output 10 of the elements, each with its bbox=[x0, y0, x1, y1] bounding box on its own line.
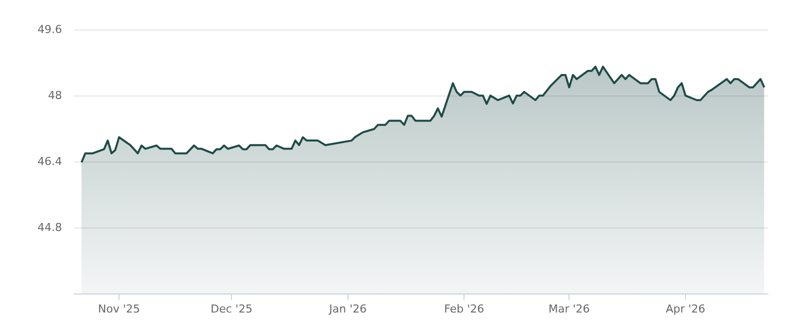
y-tick-label: 49.6 bbox=[38, 22, 62, 36]
x-tick-label: Apr '26 bbox=[666, 302, 706, 316]
x-tick-label: Nov '25 bbox=[98, 302, 140, 316]
y-tick-label: 44.8 bbox=[38, 220, 62, 234]
x-tick-label: Jan '26 bbox=[328, 302, 367, 316]
y-tick-label: 48 bbox=[48, 88, 62, 102]
x-tick-label: Dec '25 bbox=[210, 302, 252, 316]
y-tick-label: 46.4 bbox=[38, 154, 62, 168]
x-tick-label: Feb '26 bbox=[444, 302, 484, 316]
x-tick-label: Mar '26 bbox=[548, 302, 590, 316]
